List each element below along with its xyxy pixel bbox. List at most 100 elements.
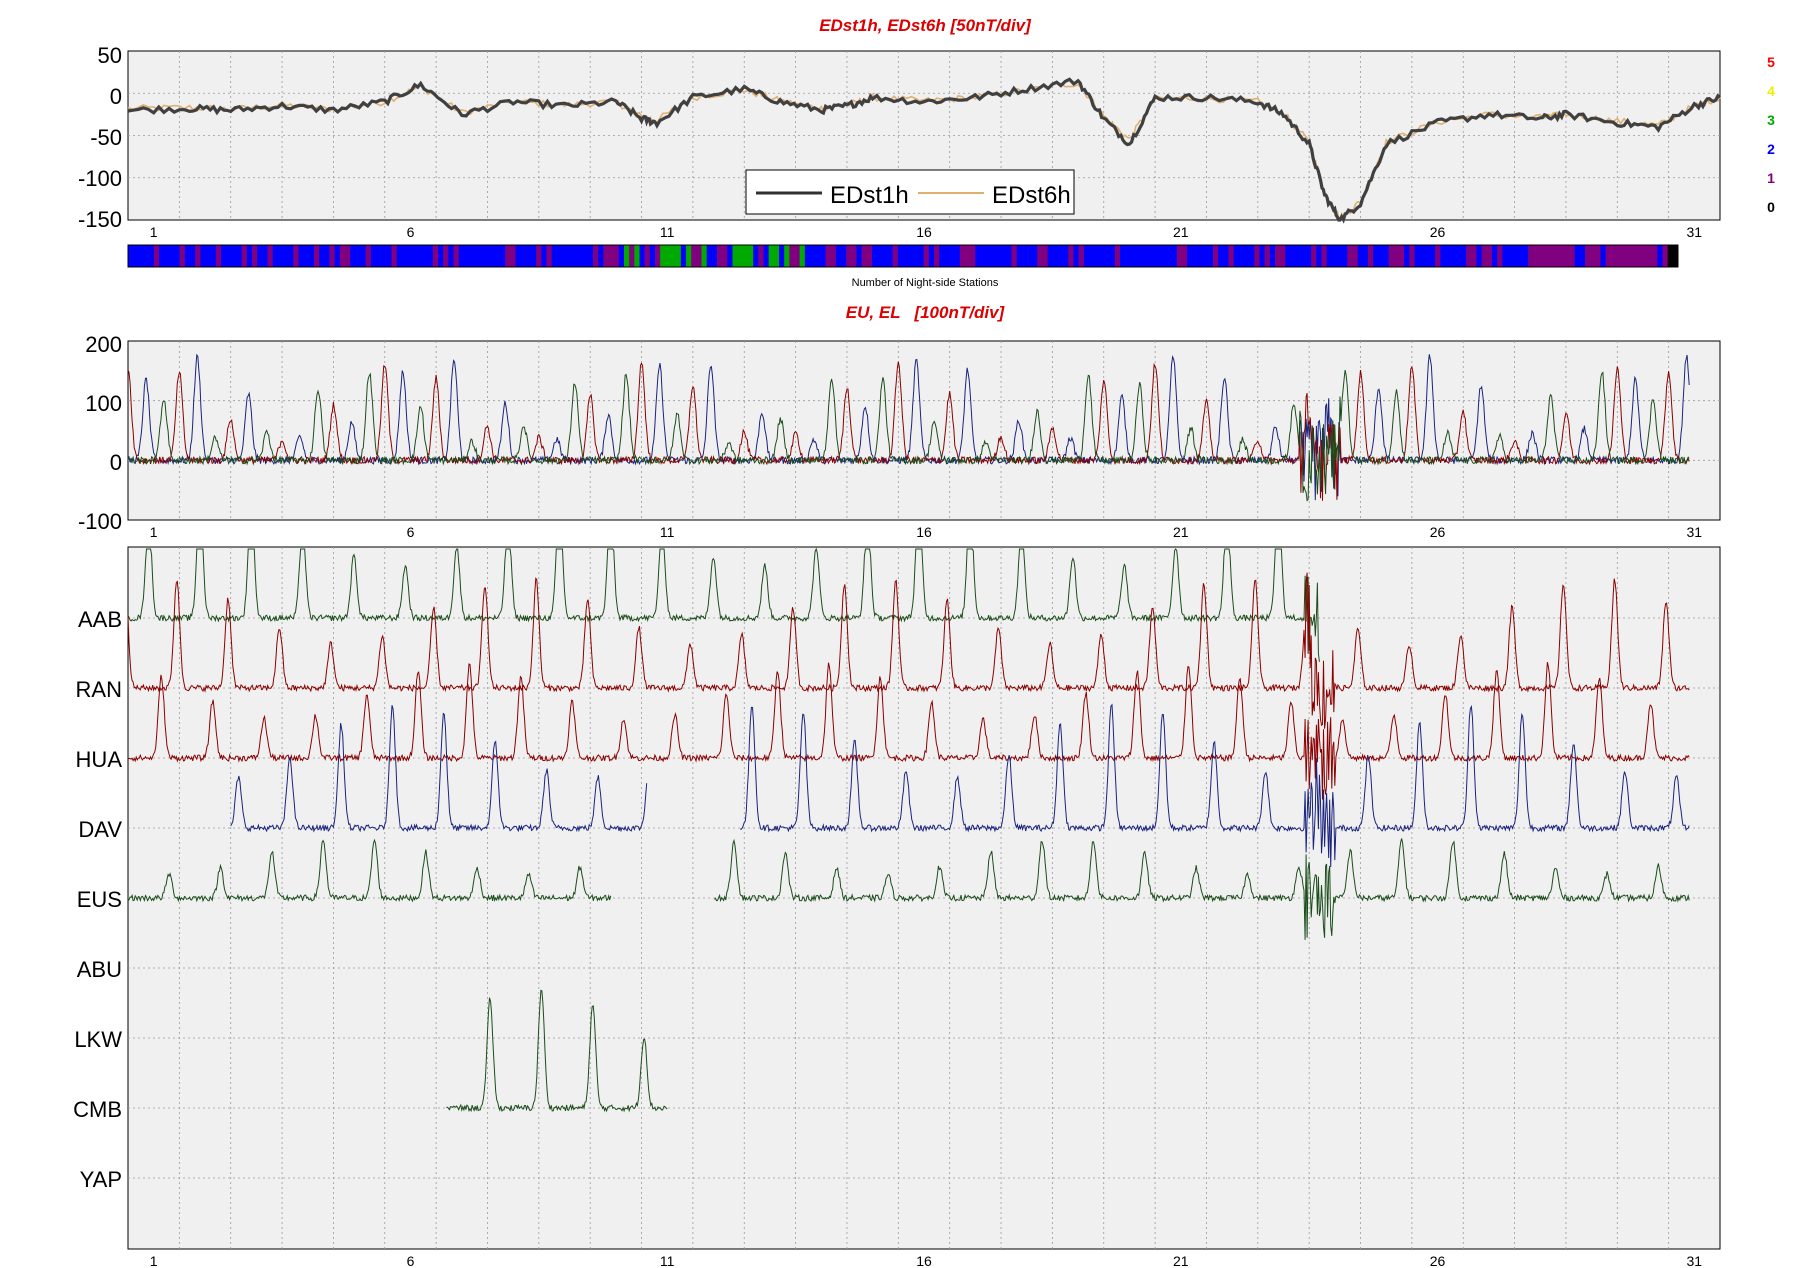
night-side-cell <box>861 245 868 267</box>
night-side-cell <box>1259 245 1266 267</box>
night-side-cell <box>536 245 542 267</box>
station-trace-aab <box>127 547 1320 662</box>
night-side-cell <box>1249 245 1255 267</box>
edst-x-tick: 31 <box>1687 224 1703 240</box>
night-side-cell <box>1450 245 1457 267</box>
night-side-cell <box>1223 245 1229 267</box>
night-side-cell <box>1595 245 1601 267</box>
stations-x-ticks: 1 6 11 16 21 26 31 <box>150 1253 1702 1268</box>
night-side-cell <box>184 245 191 267</box>
night-side-cell <box>1187 245 1193 267</box>
night-side-cell <box>737 245 744 267</box>
night-side-cell <box>644 245 651 267</box>
scale-label-4: 4 <box>1767 83 1775 99</box>
night-side-cell <box>1492 245 1498 267</box>
night-side-cell <box>717 245 723 267</box>
edst-y-tick-0: 0 <box>110 84 122 109</box>
edst-x-tick: 6 <box>407 224 415 240</box>
edst-y-tick-minus100: -100 <box>78 166 122 191</box>
night-side-cell <box>1507 245 1514 267</box>
night-side-cell <box>1280 245 1286 267</box>
night-side-cell <box>1021 245 1028 267</box>
series-line-edst1h <box>127 77 1722 224</box>
night-side-cell <box>593 245 599 267</box>
night-side-cell <box>1548 245 1555 267</box>
night-side-cell <box>928 245 935 267</box>
eu-el-series-line <box>127 369 1690 502</box>
night-side-cell <box>143 245 150 267</box>
night-side-cell <box>1399 245 1405 267</box>
scale-label-1: 1 <box>1767 170 1775 186</box>
night-side-cell <box>1073 245 1080 267</box>
night-side-cell <box>944 245 950 267</box>
station-trace-hua <box>127 661 1690 800</box>
station-trace-cmb <box>446 989 668 1113</box>
night-side-cell <box>1461 245 1467 267</box>
night-side-cell <box>784 245 790 267</box>
night-side-cell <box>190 245 196 267</box>
night-side-cell <box>825 245 832 267</box>
night-side-cell <box>148 245 155 267</box>
night-side-cell <box>1114 245 1121 267</box>
night-side-cell <box>1238 245 1245 267</box>
station-labels: AAB RAN HUA DAV EUS ABU LKW CMB YAP <box>73 607 122 1192</box>
night-side-cell <box>1099 245 1105 267</box>
night-side-cell <box>1001 245 1007 267</box>
night-side-cell <box>1647 245 1653 267</box>
night-side-cell <box>789 245 795 267</box>
night-side-cell <box>732 245 739 267</box>
night-side-cell <box>1486 245 1493 267</box>
edst-x-ticks: 1 6 11 16 21 26 31 <box>150 224 1702 240</box>
night-side-cell <box>562 245 568 267</box>
night-side-cell <box>1564 245 1570 267</box>
night-side-cell <box>1533 245 1539 267</box>
night-side-cell <box>1512 245 1519 267</box>
night-side-cell <box>1476 245 1483 267</box>
night-side-cell <box>577 245 584 267</box>
night-side-cell <box>231 245 237 267</box>
night-side-cell <box>345 245 351 267</box>
night-side-cell <box>1667 245 1674 267</box>
night-side-cell <box>350 245 356 267</box>
night-side-cell <box>686 245 692 267</box>
night-side-cell <box>1135 245 1142 267</box>
edst-y-ticks: 50 0 -50 -100 -150 <box>78 43 122 232</box>
night-side-cell <box>985 245 992 267</box>
night-side-cell <box>133 245 139 267</box>
night-side-cell <box>1275 245 1281 267</box>
night-side-cell <box>1616 245 1622 267</box>
night-side-cell <box>1517 245 1524 267</box>
night-side-cell <box>706 245 713 267</box>
night-side-cell <box>236 245 243 267</box>
night-side-cell <box>401 245 408 267</box>
night-side-cell <box>908 245 914 267</box>
night-side-cell <box>1047 245 1054 267</box>
night-side-cell <box>1089 245 1095 267</box>
night-side-cell <box>949 245 956 267</box>
night-side-cell <box>1109 245 1116 267</box>
night-side-cell <box>1027 245 1033 267</box>
night-side-cell <box>1192 245 1198 267</box>
night-side-cell <box>1094 245 1100 267</box>
station-label-ran: RAN <box>76 677 122 702</box>
night-side-cell <box>892 245 899 267</box>
night-side-cell <box>820 245 826 267</box>
night-side-cell <box>624 245 630 267</box>
night-side-cell <box>1641 245 1648 267</box>
night-side-cell <box>1404 245 1410 267</box>
station-count-scale: 5 4 3 2 1 0 <box>1767 54 1775 215</box>
night-side-cell <box>877 245 883 267</box>
night-side-cell <box>856 245 863 267</box>
night-side-cell <box>1202 245 1209 267</box>
night-side-cell <box>939 245 945 267</box>
night-side-cell <box>959 245 966 267</box>
night-side-cell <box>396 245 403 267</box>
night-side-cell <box>505 245 511 267</box>
night-side-cell <box>272 245 279 267</box>
night-side-cell <box>810 245 816 267</box>
night-side-cell <box>1052 245 1059 267</box>
night-side-cell <box>210 245 217 267</box>
night-side-cell <box>215 245 222 267</box>
night-side-cell <box>303 245 310 267</box>
night-side-cell <box>463 245 470 267</box>
